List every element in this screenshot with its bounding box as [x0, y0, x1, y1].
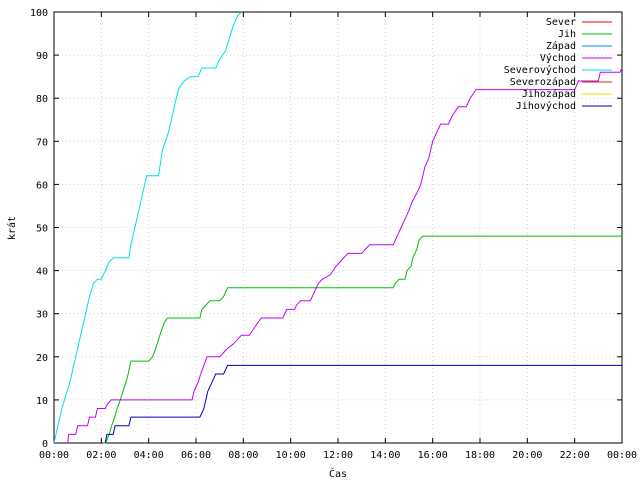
x-tick-label: 06:00: [181, 450, 211, 461]
series-line-3: [67, 67, 623, 444]
x-tick-label: 10:00: [276, 450, 306, 461]
legend-label: Severovýchod: [504, 64, 576, 76]
legend-label: Sever: [546, 17, 576, 28]
grid: [54, 12, 622, 443]
y-tick-label: 20: [36, 353, 48, 364]
y-tick-label: 30: [36, 310, 48, 321]
x-axis: 00:00 02:00 04:00 06:00 08:00 10:00 12:00 14:00…: [39, 12, 637, 461]
y-tick-label: 90: [36, 51, 48, 62]
x-tick-label: 14:00: [370, 450, 400, 461]
x-tick-label: 18:00: [465, 450, 495, 461]
y-tick-label: 100: [30, 8, 48, 19]
legend-label: Jihovýchod: [516, 100, 576, 112]
series-group: [53, 11, 623, 444]
x-tick-label: 20:00: [512, 450, 542, 461]
x-tick-label: 16:00: [418, 450, 448, 461]
legend-label: Východ: [540, 52, 576, 64]
x-tick-label: 22:00: [560, 450, 590, 461]
x-tick-label: 02:00: [86, 450, 116, 461]
y-tick-label: 50: [36, 224, 48, 235]
legend-label: Jihozápad: [522, 88, 576, 100]
y-tick-label: 70: [36, 137, 48, 148]
y-axis: 0 10 20 30 40 50 60 70 80 90 100: [30, 8, 622, 450]
x-tick-label: 00:00: [39, 450, 69, 461]
series-line-7: [104, 364, 622, 444]
legend: SeverJihZápadVýchodSeverovýchodSeverozáp…: [504, 17, 612, 112]
y-tick-label: 10: [36, 396, 48, 407]
legend-label: Západ: [546, 40, 576, 52]
y-tick-label: 60: [36, 180, 48, 191]
x-axis-label: Čas: [329, 467, 347, 480]
y-axis-label: krát: [6, 216, 18, 240]
y-tick-label: 0: [42, 439, 48, 450]
legend-label: Jih: [558, 29, 576, 40]
x-tick-label: 00:00: [607, 450, 637, 461]
series-line-4: [53, 11, 242, 444]
x-tick-label: 08:00: [228, 450, 258, 461]
y-tick-label: 80: [36, 94, 48, 105]
x-tick-label: 04:00: [134, 450, 164, 461]
y-tick-label: 40: [36, 267, 48, 278]
legend-label: Severozápad: [510, 76, 576, 88]
x-tick-label: 12:00: [323, 450, 353, 461]
